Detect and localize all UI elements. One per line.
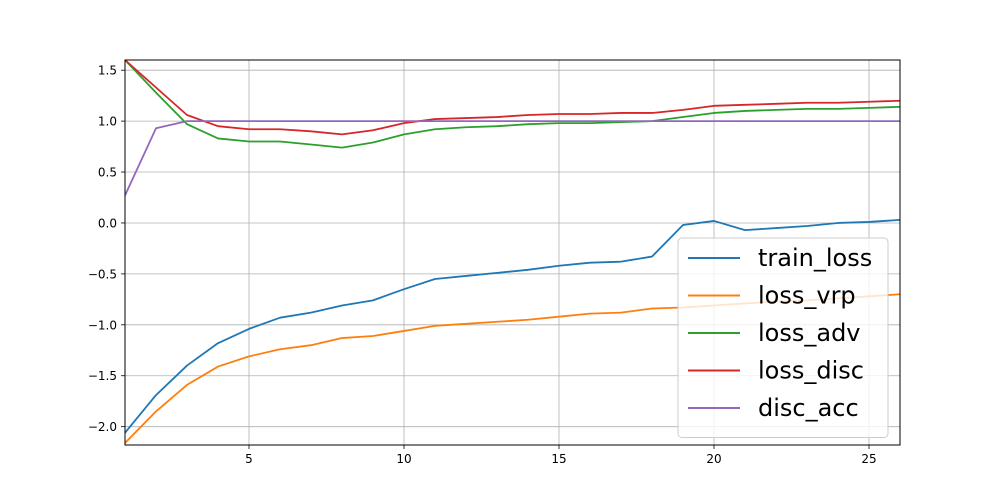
y-tick-label: −2.0 [88,420,117,434]
x-tick-label: 25 [861,452,876,466]
y-tick-label: −1.0 [88,318,117,332]
y-tick-label: −1.5 [88,369,117,383]
x-tick-label: 5 [245,452,253,466]
plot-lines [125,60,900,444]
legend-label: disc_acc [758,394,859,422]
series-line-loss-adv [125,60,900,149]
series-line-train-loss [125,219,900,434]
x-axis: 5 10 15 20 25 [245,445,877,466]
plot-frame [124,59,901,446]
y-tick-label: 1.5 [98,64,117,78]
legend: train_loss loss_vrp loss_adv loss_disc disc_… [677,237,889,438]
legend-label: loss_adv [758,319,861,347]
x-tick-label: 20 [706,452,721,466]
y-tick-label: 1.0 [98,115,117,129]
legend-label: loss_vrp [758,282,856,310]
y-tick-label: 0.0 [98,216,117,230]
series-line-loss-disc [125,60,900,136]
y-tick-label: −0.5 [88,267,117,281]
y-tick-label: 0.5 [98,166,117,180]
x-tick-label: 10 [396,452,411,466]
y-axis: −2.0 −1.5 −1.0 −0.5 0.0 0.5 1.0 1.5 [88,64,125,434]
x-tick-label: 15 [551,452,566,466]
series-line-disc-acc [125,120,900,196]
legend-label: loss_disc [758,357,864,385]
legend-label: train_loss [758,244,872,272]
legend-box [677,237,889,438]
